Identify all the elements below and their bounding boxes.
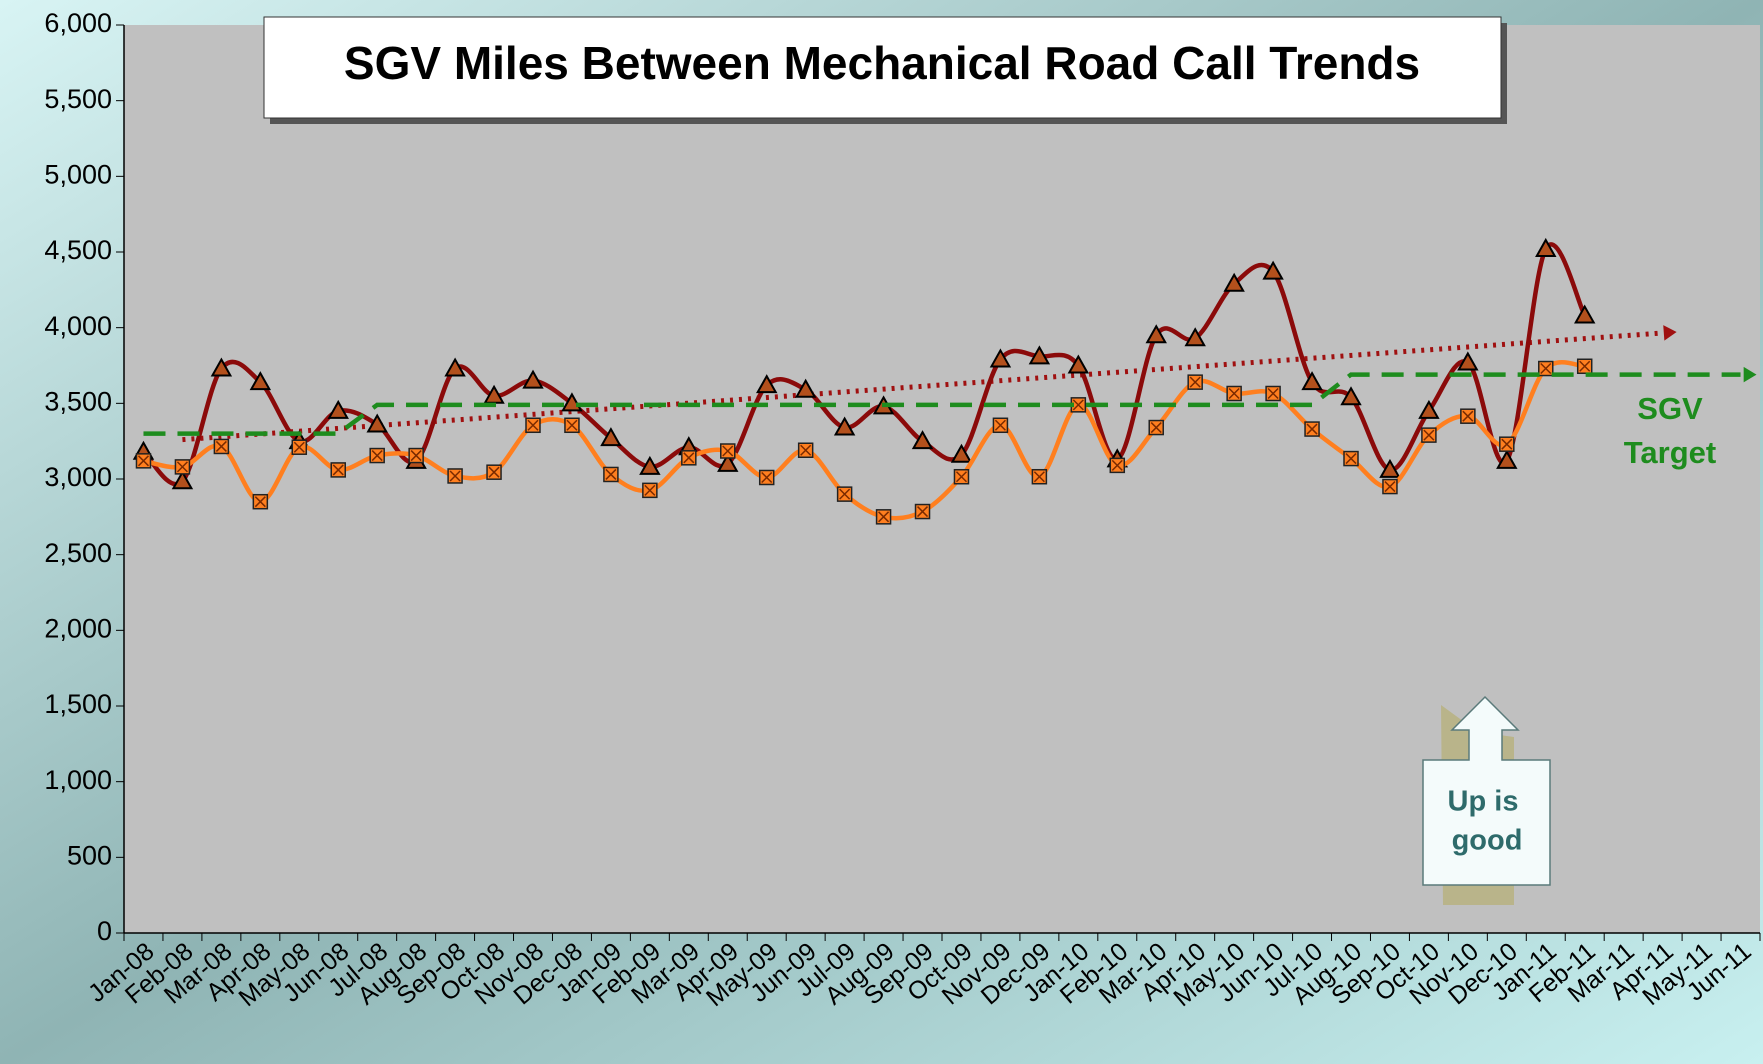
marker xyxy=(327,399,349,419)
marker xyxy=(1223,272,1245,292)
marker-x xyxy=(1072,399,1084,411)
marker-x xyxy=(176,461,188,473)
target-line xyxy=(143,372,1741,436)
marker xyxy=(1535,237,1557,257)
marker-x xyxy=(1423,429,1435,441)
marker xyxy=(911,430,934,450)
y-tick-label: 4,500 xyxy=(44,235,112,265)
marker-x xyxy=(371,450,383,462)
marker xyxy=(717,452,739,472)
marker xyxy=(366,413,388,433)
marker-x xyxy=(1150,422,1162,434)
marker-x xyxy=(916,506,929,518)
y-tick-label: 1,500 xyxy=(44,689,112,719)
marker xyxy=(249,371,272,391)
marker xyxy=(989,348,1012,368)
marker-x xyxy=(1540,362,1552,375)
marker xyxy=(833,416,856,436)
marker-x xyxy=(1384,481,1396,493)
marker-x xyxy=(994,419,1006,431)
marker xyxy=(210,357,233,377)
y-tick-label: 3,000 xyxy=(44,462,112,492)
note-text: good xyxy=(1452,825,1523,857)
marker xyxy=(1028,345,1051,365)
marker xyxy=(1418,399,1440,419)
marker-x xyxy=(1228,387,1240,400)
marker xyxy=(1457,351,1479,371)
y-tick-label: 2,500 xyxy=(44,538,112,568)
marker-x xyxy=(761,471,773,484)
marker-x xyxy=(644,484,656,496)
marker xyxy=(1340,386,1362,406)
y-tick-label: 6,000 xyxy=(44,8,112,38)
marker-x xyxy=(566,419,578,431)
marker xyxy=(1496,449,1518,469)
marker-x xyxy=(1462,410,1474,422)
marker xyxy=(444,357,466,377)
y-tick-label: 500 xyxy=(67,840,112,870)
marker-x xyxy=(839,488,851,500)
marker-x xyxy=(449,470,461,482)
target-arrow xyxy=(1743,366,1757,383)
target-label: Target xyxy=(1624,435,1716,470)
marker-x xyxy=(1267,387,1279,400)
marker xyxy=(756,374,778,394)
marker-x xyxy=(332,464,344,476)
marker-x xyxy=(1189,376,1201,388)
y-tick-label: 2,000 xyxy=(44,613,112,643)
marker-x xyxy=(605,468,617,480)
y-tick-label: 5,000 xyxy=(44,159,112,189)
marker-x xyxy=(878,511,890,523)
y-tick-label: 5,500 xyxy=(44,84,112,114)
note-arrow xyxy=(1422,695,1551,886)
y-tick-label: 0 xyxy=(97,916,112,946)
marker-x xyxy=(488,466,500,478)
marker xyxy=(1184,327,1206,347)
marker-x xyxy=(215,440,227,452)
title-box xyxy=(263,16,1502,119)
marker xyxy=(522,369,544,389)
marker xyxy=(1262,260,1284,280)
marker-x xyxy=(137,455,150,467)
target-label: SGV xyxy=(1637,391,1703,426)
marker-x xyxy=(1501,438,1513,450)
marker-x xyxy=(1345,453,1357,465)
marker-x xyxy=(1306,423,1318,435)
marker-x xyxy=(1111,459,1123,471)
marker xyxy=(639,455,661,475)
marker xyxy=(1145,324,1167,344)
marker-x xyxy=(1033,471,1045,483)
marker-x xyxy=(683,452,695,464)
marker-x xyxy=(410,450,422,462)
marker-x xyxy=(527,419,539,431)
note-text: Up is xyxy=(1448,786,1519,818)
marker xyxy=(950,443,973,463)
marker xyxy=(171,470,194,490)
y-tick-label: 3,500 xyxy=(44,386,112,416)
chart-title: SGV Miles Between Mechanical Road Call T… xyxy=(344,37,1420,89)
marker-x xyxy=(722,445,734,457)
marker-x xyxy=(254,496,266,508)
marker xyxy=(794,378,817,398)
marker-x xyxy=(800,444,812,456)
y-tick-label: 4,000 xyxy=(44,311,112,341)
marker xyxy=(1301,371,1323,391)
marker xyxy=(1574,304,1596,324)
marker xyxy=(1379,458,1401,478)
trend-arrow xyxy=(1663,325,1677,341)
y-tick-label: 1,000 xyxy=(44,765,112,795)
marker xyxy=(600,427,622,447)
marker-x xyxy=(293,441,305,453)
marker-x xyxy=(1579,360,1591,372)
marker xyxy=(1067,354,1090,374)
marker-x xyxy=(955,471,968,483)
